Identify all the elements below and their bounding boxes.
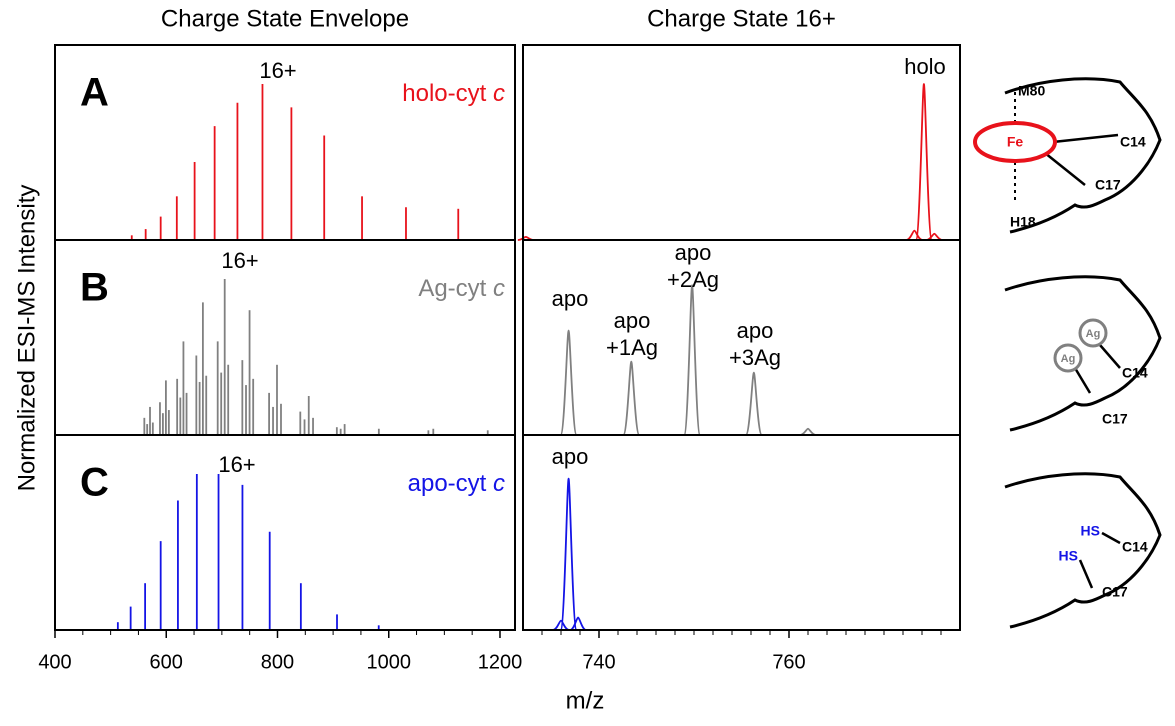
peak-label: 16+ xyxy=(221,248,258,273)
sample-label: holo-cyt c xyxy=(402,80,505,107)
schematic-label: C17 xyxy=(1102,411,1128,427)
x-axis-label: m/z xyxy=(566,687,605,714)
peak xyxy=(926,232,943,241)
schematic-a xyxy=(973,77,1162,234)
x-tick-label: 1200 xyxy=(478,651,523,673)
column-title: Charge State Envelope xyxy=(161,5,409,32)
peak-annotation: apo xyxy=(675,240,712,265)
protein-backbone xyxy=(1004,472,1162,629)
peak xyxy=(622,360,641,436)
bond xyxy=(1078,559,1094,589)
x-tick-label: 800 xyxy=(261,651,294,673)
peak xyxy=(915,83,933,241)
sample-label: apo-cyt c xyxy=(408,470,505,497)
schematic-label: Ag xyxy=(1086,328,1101,340)
peak-annotation: apo xyxy=(614,308,651,333)
bond xyxy=(1044,152,1086,186)
y-axis-label: Normalized ESI-MS Intensity xyxy=(13,185,40,492)
schematic-label: Ag xyxy=(1061,353,1076,365)
schematic-label: HS xyxy=(1059,548,1078,564)
x-tick-label: 600 xyxy=(150,651,183,673)
schematic-label: C17 xyxy=(1095,177,1121,193)
schematic-label: HS xyxy=(1081,523,1100,539)
peak-label: 16+ xyxy=(218,452,255,477)
peak-label: 16+ xyxy=(259,58,296,83)
sample-name-italic: c xyxy=(493,80,505,107)
protein-backbone xyxy=(1004,77,1162,234)
peak xyxy=(744,371,763,436)
column-title: Charge State 16+ xyxy=(647,5,836,32)
sample-name: Ag-cyt xyxy=(418,275,486,302)
peak xyxy=(552,619,570,631)
schematic-label: C14 xyxy=(1120,134,1146,150)
schematic-b xyxy=(1004,275,1162,432)
schematic-label: M80 xyxy=(1018,83,1045,99)
sample-name-italic: c xyxy=(493,470,505,497)
peak-annotation: apo xyxy=(552,444,589,469)
bond xyxy=(1099,344,1121,369)
panel-frame xyxy=(522,434,961,631)
bond xyxy=(1052,133,1119,144)
schematic-label: C14 xyxy=(1122,365,1148,381)
x-tick-label: 760 xyxy=(772,651,805,673)
sample-label: Ag-cyt c xyxy=(418,275,505,302)
peak xyxy=(559,329,578,436)
panel-letter: A xyxy=(80,71,109,115)
x-tick-label: 740 xyxy=(582,651,615,673)
peak-annotation: +3Ag xyxy=(729,345,781,370)
panel-frame xyxy=(54,434,516,631)
peak xyxy=(799,427,817,436)
sample-name: holo-cyt xyxy=(402,80,486,107)
silver-ion xyxy=(1053,343,1083,373)
x-tick-label: 400 xyxy=(38,651,71,673)
peak xyxy=(559,477,578,631)
peak-annotation: +1Ag xyxy=(606,335,658,360)
schematic-label: Fe xyxy=(1007,134,1024,150)
peak-annotation: holo xyxy=(904,54,946,79)
schematic-label: C14 xyxy=(1122,539,1148,555)
sample-name-italic: c xyxy=(493,275,505,302)
x-tick-label: 1000 xyxy=(366,651,411,673)
peak xyxy=(569,616,587,631)
peak-annotation: +2Ag xyxy=(667,267,719,292)
peak xyxy=(906,229,923,241)
bond xyxy=(1073,367,1092,394)
silver-ion xyxy=(1078,318,1108,348)
peak xyxy=(683,284,701,436)
schematic-c xyxy=(1004,472,1162,629)
panel-letter: B xyxy=(80,266,109,310)
protein-backbone xyxy=(1004,275,1162,432)
heme xyxy=(973,121,1057,163)
peak-annotation: apo xyxy=(552,286,589,311)
schematic-label: C17 xyxy=(1102,584,1128,600)
peak-annotation: apo xyxy=(737,318,774,343)
sample-name: apo-cyt xyxy=(408,470,487,497)
bond xyxy=(1101,531,1121,545)
schematic-label: H18 xyxy=(1010,214,1036,230)
panel-letter: C xyxy=(80,461,109,505)
